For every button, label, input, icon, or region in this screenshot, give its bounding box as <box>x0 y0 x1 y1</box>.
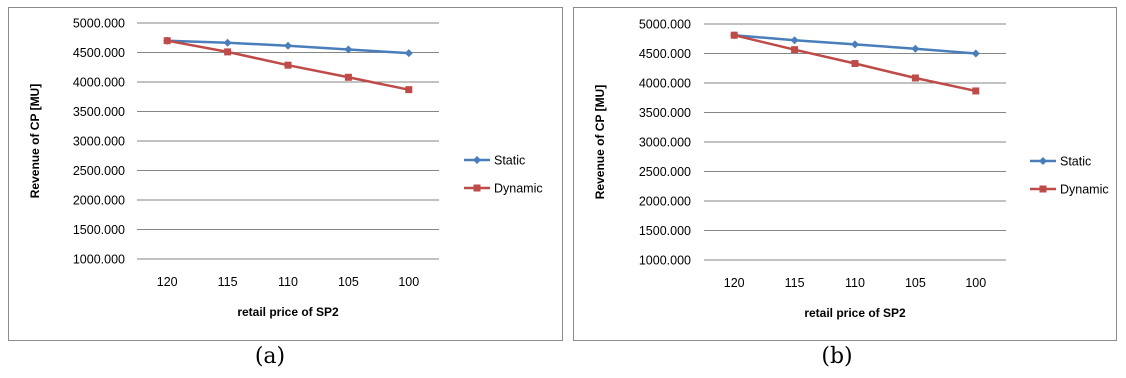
y-tick-label: 4000.000 <box>73 76 125 90</box>
data-point-dynamic <box>851 60 859 68</box>
y-tick-label: 5000.000 <box>73 17 125 31</box>
y-tick-label: 3500.000 <box>639 106 691 120</box>
data-point-static <box>851 40 859 49</box>
data-point-dynamic <box>911 74 919 82</box>
data-point-dynamic <box>730 31 738 39</box>
data-point-static <box>404 49 413 58</box>
data-point-dynamic <box>284 61 292 69</box>
legend-label-static: Static <box>1060 155 1091 169</box>
y-tick-label: 1500.000 <box>73 223 125 237</box>
x-tick-label: 120 <box>157 275 178 289</box>
y-tick-label: 4500.000 <box>73 46 125 60</box>
legend-marker-dynamic <box>473 184 481 192</box>
x-axis-title: retail price of SP2 <box>237 305 339 319</box>
data-point-static <box>790 36 799 45</box>
data-point-dynamic <box>344 73 352 81</box>
data-point-dynamic <box>405 86 413 94</box>
data-point-static <box>344 45 353 54</box>
caption-b: (b) <box>821 344 853 369</box>
legend-label-dynamic: Dynamic <box>1060 183 1109 197</box>
y-tick-label: 2500.000 <box>639 165 691 179</box>
y-axis-title: Revenue of CP [MU] <box>593 85 607 199</box>
x-tick-label: 120 <box>724 276 745 290</box>
y-tick-label: 3500.000 <box>73 105 125 119</box>
x-tick-label: 100 <box>965 276 986 290</box>
y-tick-label: 4500.000 <box>639 47 691 61</box>
legend-marker-static <box>1039 157 1047 165</box>
x-tick-label: 105 <box>338 275 359 289</box>
line-chart-a: 1000.000 1500.000 2000.000 2500.000 3000.000… <box>28 17 543 320</box>
line-chart-b: 1000.000 1500.000 2000.000 2500.000 3000.000… <box>593 18 1109 321</box>
data-point-dynamic <box>224 48 232 56</box>
y-tick-label: 3000.000 <box>73 135 125 149</box>
legend-label-dynamic: Dynamic <box>494 182 543 196</box>
y-tick-label: 2000.000 <box>73 194 125 208</box>
chart-panel-b: 1000.000 1500.000 2000.000 2500.000 3000.000… <box>573 7 1117 341</box>
y-tick-label: 1000.000 <box>639 254 691 268</box>
x-tick-label: 115 <box>785 276 805 290</box>
legend-marker-static <box>473 156 481 164</box>
y-tick-label: 2000.000 <box>639 195 691 209</box>
x-tick-label: 100 <box>398 275 419 289</box>
y-tick-label: 3000.000 <box>639 136 691 150</box>
legend-marker-dynamic <box>1039 185 1047 193</box>
chart-panel-a: 1000.000 1500.000 2000.000 2500.000 3000.000… <box>8 7 563 341</box>
y-tick-label: 1500.000 <box>639 224 691 238</box>
x-tick-label: 115 <box>218 275 238 289</box>
legend-label-static: Static <box>494 154 525 168</box>
data-point-static <box>223 38 232 47</box>
y-tick-label: 2500.000 <box>73 164 125 178</box>
y-tick-label: 4000.000 <box>639 77 691 91</box>
data-point-dynamic <box>972 87 980 95</box>
caption-a: (a) <box>254 344 286 369</box>
data-point-dynamic <box>163 37 171 45</box>
x-tick-label: 110 <box>278 275 298 289</box>
y-axis-title: Revenue of CP [MU] <box>28 84 42 198</box>
data-point-dynamic <box>791 46 799 54</box>
data-point-static <box>971 49 980 58</box>
x-axis-title: retail price of SP2 <box>804 306 906 320</box>
data-point-static <box>911 44 920 53</box>
x-tick-label: 105 <box>905 276 926 290</box>
data-point-static <box>284 41 292 50</box>
y-tick-label: 5000.000 <box>639 18 691 32</box>
y-tick-label: 1000.000 <box>73 253 125 267</box>
x-tick-label: 110 <box>845 276 865 290</box>
